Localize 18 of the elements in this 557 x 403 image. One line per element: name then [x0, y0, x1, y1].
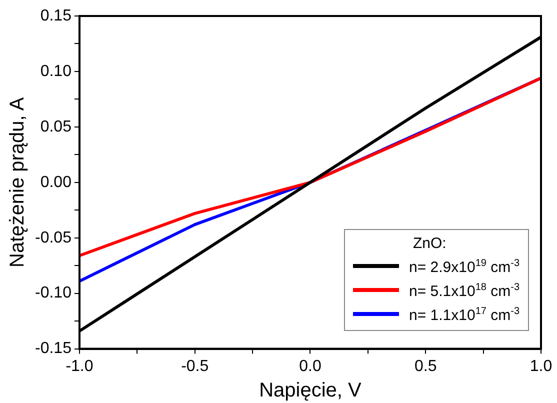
y-tick-label: 0.10 [40, 62, 72, 80]
y-tick-label: -0.10 [35, 284, 72, 302]
legend-label: n= 1.1x10$^{17}$ cm$^{-3}$ [409, 304, 520, 326]
y-tick-label: 0.15 [40, 7, 72, 24]
x-tick-label: 0.0 [299, 358, 322, 375]
x-tick-label: 1.0 [530, 358, 552, 375]
y-tick-label: 0.05 [40, 118, 72, 136]
y-tick-label: 0.00 [40, 174, 72, 191]
y-axis-title: Natężenie prądu, A [6, 96, 29, 268]
x-tick-label: -1.0 [66, 358, 94, 375]
x-tick-label: 0.5 [414, 358, 437, 375]
legend-title: ZnO: [412, 234, 448, 254]
x-axis-title: Napięcie, V [259, 380, 362, 402]
y-tick-label: -0.05 [35, 229, 72, 246]
x-tick-label: -0.5 [181, 358, 209, 375]
legend-label: n= 2.9x10$^{19}$ cm$^{-3}$ [409, 256, 520, 278]
legend-label: n= 5.1x10$^{18}$ cm$^{-3}$ [409, 280, 520, 302]
y-tick-label: -0.15 [35, 340, 72, 358]
